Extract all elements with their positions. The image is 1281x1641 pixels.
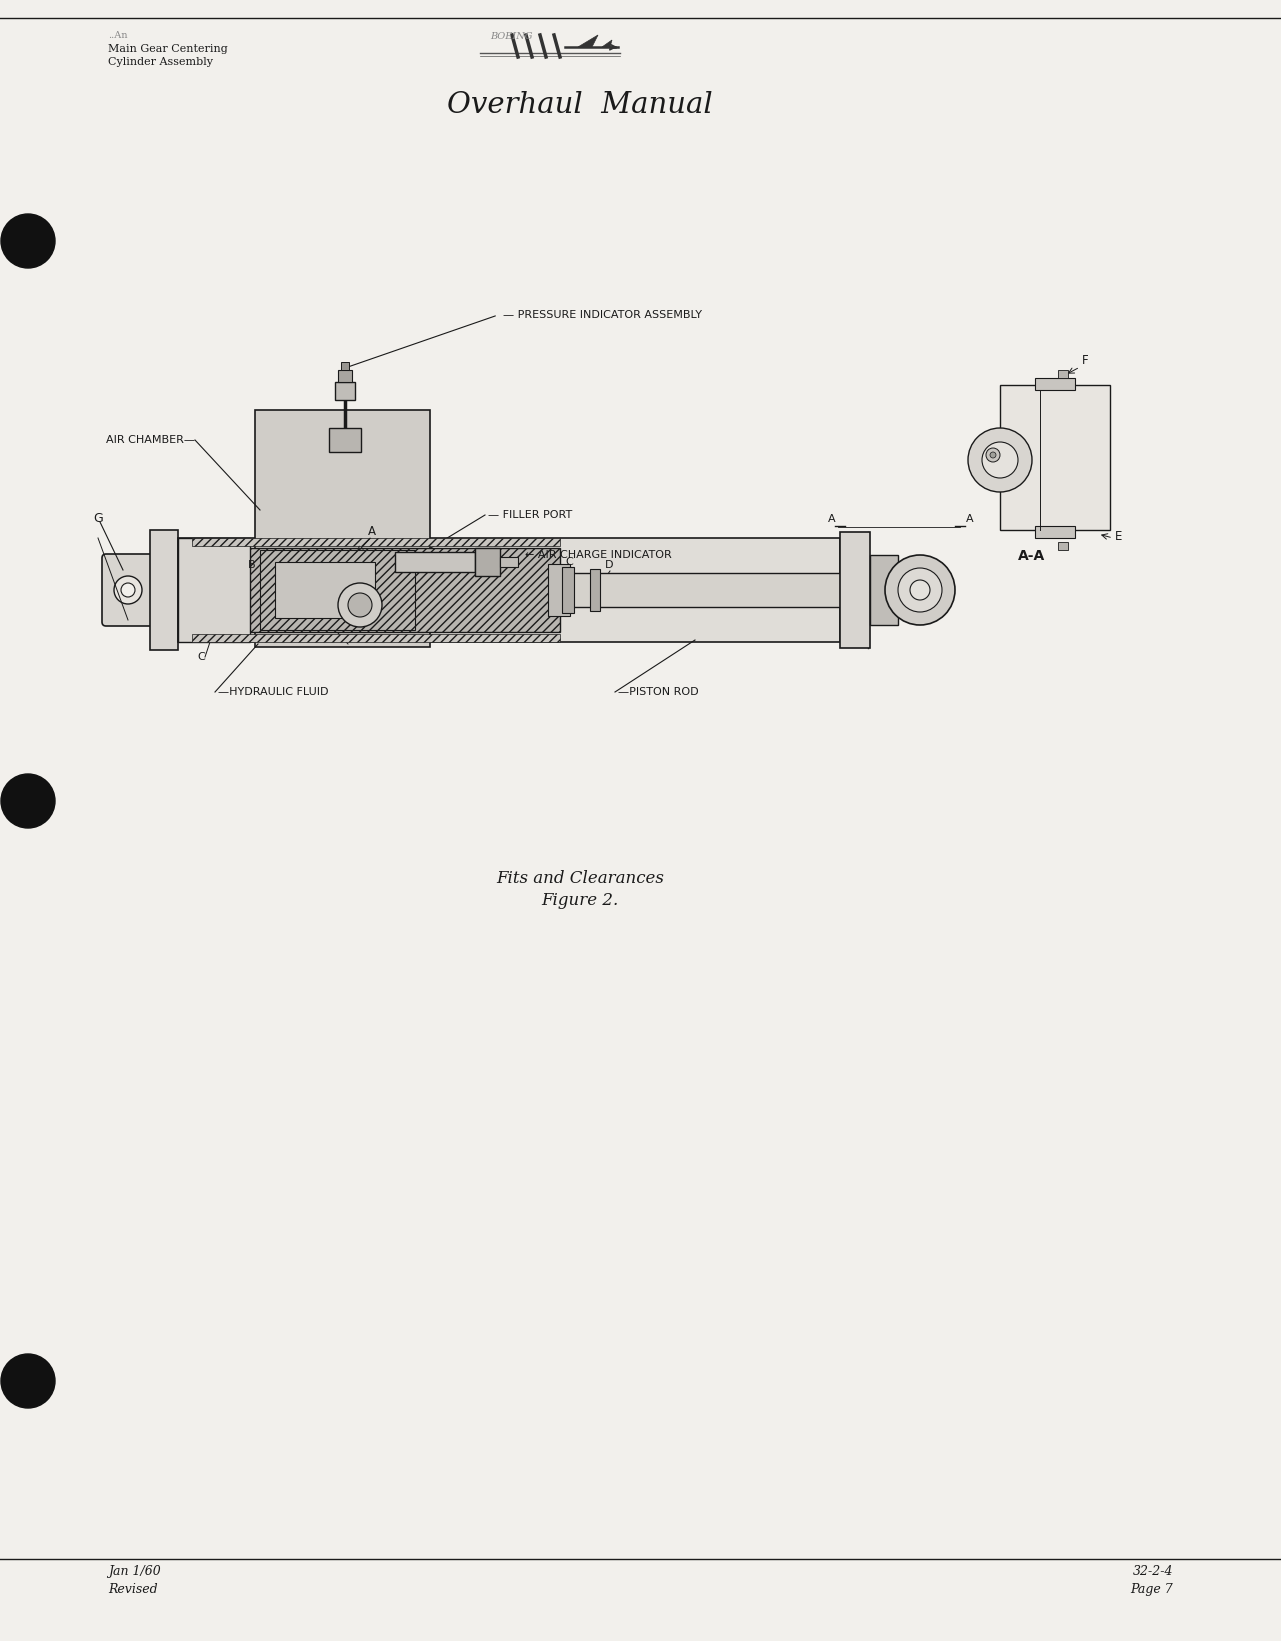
Bar xyxy=(336,382,355,400)
Circle shape xyxy=(898,568,942,612)
Text: — PRESSURE INDICATOR ASSEMBLY: — PRESSURE INDICATOR ASSEMBLY xyxy=(503,310,702,320)
Circle shape xyxy=(120,583,135,597)
Text: F: F xyxy=(1082,354,1089,368)
Circle shape xyxy=(348,592,371,617)
Circle shape xyxy=(114,576,142,604)
Text: Cylinder Assembly: Cylinder Assembly xyxy=(108,57,213,67)
Text: B: B xyxy=(249,560,256,569)
Bar xyxy=(500,556,518,568)
Text: E: E xyxy=(1114,530,1122,543)
Bar xyxy=(870,555,898,625)
Bar xyxy=(192,548,560,632)
Text: Jan 1/60: Jan 1/60 xyxy=(108,1566,160,1579)
Circle shape xyxy=(885,555,956,625)
Text: A-A: A-A xyxy=(1018,550,1045,563)
Text: G: G xyxy=(94,512,102,525)
Text: A: A xyxy=(966,514,974,523)
Bar xyxy=(255,410,430,647)
Bar xyxy=(178,538,840,642)
Circle shape xyxy=(968,428,1032,492)
Bar xyxy=(475,548,500,576)
FancyBboxPatch shape xyxy=(102,555,154,625)
Bar xyxy=(1035,377,1075,391)
Bar xyxy=(1000,386,1111,530)
Bar xyxy=(341,363,348,369)
Bar xyxy=(395,551,475,573)
Text: B: B xyxy=(330,622,338,632)
Text: Revised: Revised xyxy=(108,1584,158,1597)
Text: A: A xyxy=(829,514,835,523)
Text: D: D xyxy=(605,560,614,569)
Circle shape xyxy=(910,579,930,601)
Bar xyxy=(1058,542,1068,550)
Text: A: A xyxy=(368,525,377,538)
Circle shape xyxy=(990,451,997,458)
Text: — FILLER PORT: — FILLER PORT xyxy=(488,510,573,520)
Text: —HYDRAULIC FLUID: —HYDRAULIC FLUID xyxy=(218,688,328,697)
Polygon shape xyxy=(578,34,598,48)
Text: C: C xyxy=(197,651,205,661)
Bar xyxy=(150,530,178,650)
Circle shape xyxy=(1,213,55,267)
Text: Page 7: Page 7 xyxy=(1130,1584,1173,1597)
Text: Fits and Clearances: Fits and Clearances xyxy=(496,870,664,888)
Text: ..An: ..An xyxy=(108,31,128,39)
Bar xyxy=(192,633,560,642)
Text: BOEING: BOEING xyxy=(491,33,533,41)
Bar xyxy=(329,428,361,451)
Text: 32-2-4: 32-2-4 xyxy=(1132,1566,1173,1579)
Bar xyxy=(192,538,560,546)
Bar xyxy=(562,568,574,614)
Circle shape xyxy=(1,1354,55,1408)
Polygon shape xyxy=(602,39,612,48)
Text: Figure 2.: Figure 2. xyxy=(542,893,619,909)
Circle shape xyxy=(1,775,55,829)
Text: C: C xyxy=(565,556,573,568)
Text: —PISTON ROD: —PISTON ROD xyxy=(617,688,698,697)
Bar xyxy=(260,550,415,630)
Bar xyxy=(548,565,570,615)
Circle shape xyxy=(338,583,382,627)
Bar xyxy=(555,573,840,607)
Circle shape xyxy=(983,441,1018,478)
Bar xyxy=(178,538,250,642)
Bar xyxy=(338,369,352,382)
Text: AIR CHAMBER—: AIR CHAMBER— xyxy=(106,435,195,445)
Text: Main Gear Centering: Main Gear Centering xyxy=(108,44,228,54)
Bar xyxy=(840,532,870,648)
Bar xyxy=(1035,527,1075,538)
Text: ← AIR CHARGE INDICATOR: ← AIR CHARGE INDICATOR xyxy=(525,550,671,560)
Bar xyxy=(275,561,375,619)
Circle shape xyxy=(986,448,1000,463)
Bar xyxy=(1058,369,1068,377)
Text: Overhaul  Manual: Overhaul Manual xyxy=(447,90,712,120)
Bar xyxy=(591,569,600,610)
